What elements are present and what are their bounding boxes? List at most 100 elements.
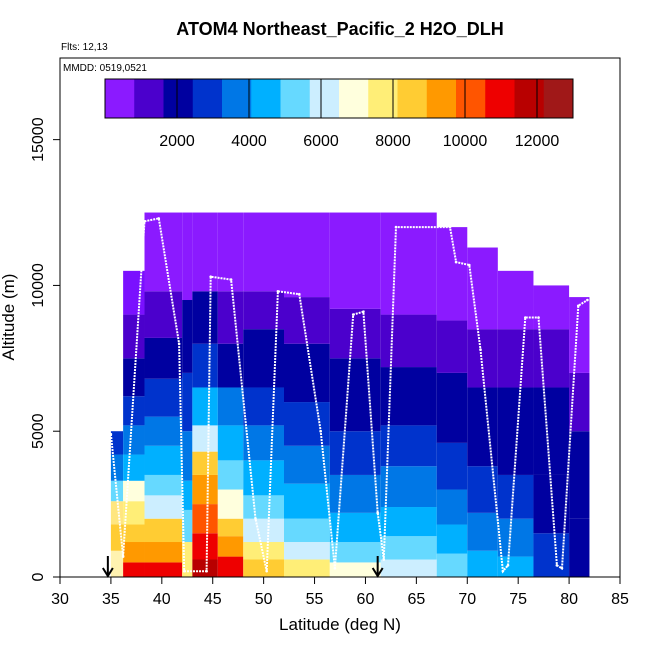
heat-cell [284, 518, 330, 543]
heat-cell [329, 308, 381, 359]
heat-cell [192, 533, 218, 560]
colorbar-swatch [397, 79, 428, 118]
colorbar-swatch [543, 79, 574, 118]
heat-cell [284, 483, 330, 519]
colorbar-swatch [339, 79, 369, 118]
y-tick-label: 5000 [30, 413, 47, 449]
x-tick-label: 40 [153, 591, 171, 608]
colorbar-swatch [251, 79, 281, 118]
heat-cell [123, 480, 145, 502]
heat-cell [123, 562, 145, 577]
colorbar-swatch [134, 79, 164, 118]
latitude-markers [102, 556, 384, 578]
colorbar-tick-label: 8000 [375, 133, 411, 150]
date-note: MMDD: 0519,0521 [63, 63, 147, 74]
heat-cell [192, 291, 218, 344]
colorbar-swatch [368, 79, 398, 118]
heat-cell [217, 518, 244, 537]
profile-point [576, 304, 580, 308]
heat-cell [380, 425, 437, 467]
marker-arrow-head [371, 567, 384, 578]
colorbar-tick-label: 12000 [515, 133, 560, 150]
profile-line [109, 217, 588, 574]
heat-cell [284, 212, 330, 298]
heat-cell [467, 329, 498, 388]
heat-cell [380, 507, 437, 537]
x-tick-label: 45 [204, 591, 222, 608]
heat-cell [380, 536, 437, 560]
heat-cell [497, 474, 534, 519]
heat-cell [533, 329, 570, 388]
colorbar-swatch [309, 79, 340, 118]
profile-point [109, 432, 113, 436]
profile-point [586, 298, 589, 302]
heat-cell [497, 270, 534, 330]
heat-cell [497, 518, 534, 557]
heat-cell [467, 512, 498, 551]
heat-cell [497, 329, 534, 388]
colorbar-swatch [514, 79, 545, 118]
heat-cell [217, 387, 244, 426]
heat-cell [123, 314, 145, 359]
heat-cell [436, 553, 468, 577]
profile-point [177, 342, 181, 346]
heat-cell [569, 297, 590, 373]
marker-arrow-head [102, 567, 114, 578]
heat-cell [182, 431, 193, 481]
heat-cell [144, 337, 183, 379]
heat-cell [144, 291, 183, 338]
heat-cell [182, 542, 193, 577]
flights-note: Flts: 12,13 [61, 42, 108, 53]
heat-cell [243, 329, 284, 388]
x-tick-label: 50 [255, 591, 273, 608]
heat-cell [123, 425, 145, 455]
heat-cell [243, 387, 284, 426]
profile-point [524, 316, 527, 319]
colorbar: 2000 4000 6000 8000 10000 12000 [104, 78, 574, 150]
x-tick-label: 60 [357, 591, 375, 608]
heat-cell [569, 518, 590, 577]
profile-point [479, 348, 482, 351]
x-axis-label: Latitude (deg N) [279, 615, 401, 634]
heat-cell [569, 431, 590, 519]
profile-point [394, 225, 398, 229]
colorbar-swatch [222, 79, 252, 118]
heat-cell [380, 466, 437, 508]
profile-point [121, 555, 125, 558]
profile-point [333, 566, 337, 570]
x-tick-label: 75 [509, 591, 527, 608]
heat-cell [243, 495, 284, 519]
heat-cell [182, 372, 193, 432]
profile-point [254, 517, 257, 520]
y-axis-label: Altitude (m) [0, 274, 18, 361]
heat-cell [436, 320, 468, 373]
heat-cell [123, 501, 145, 525]
y-tick-label: 0 [30, 572, 47, 581]
heat-cell [436, 489, 468, 525]
profile-point [468, 263, 471, 267]
heat-cell [380, 559, 437, 577]
profile-point [229, 278, 233, 281]
profile-point [319, 429, 322, 433]
x-tick-label: 85 [611, 591, 629, 608]
heat-cell [192, 451, 218, 475]
heat-cell [192, 212, 218, 292]
colorbar-swatch [456, 79, 486, 118]
heat-cell [182, 509, 193, 543]
heat-cell [123, 358, 145, 397]
heat-cell [243, 212, 284, 292]
heat-cell [144, 474, 183, 496]
heat-cell [329, 212, 381, 309]
heat-cell [217, 425, 244, 461]
profile-point [205, 569, 208, 573]
profile-point [537, 316, 540, 319]
heat-cell [243, 559, 284, 577]
heat-cell [217, 556, 244, 577]
heat-cell [436, 372, 468, 443]
x-tick-label: 30 [51, 591, 69, 608]
y-tick-label: 10000 [30, 263, 47, 308]
profile-point [382, 558, 386, 561]
heat-cell [192, 559, 218, 577]
heat-cell [467, 387, 498, 467]
